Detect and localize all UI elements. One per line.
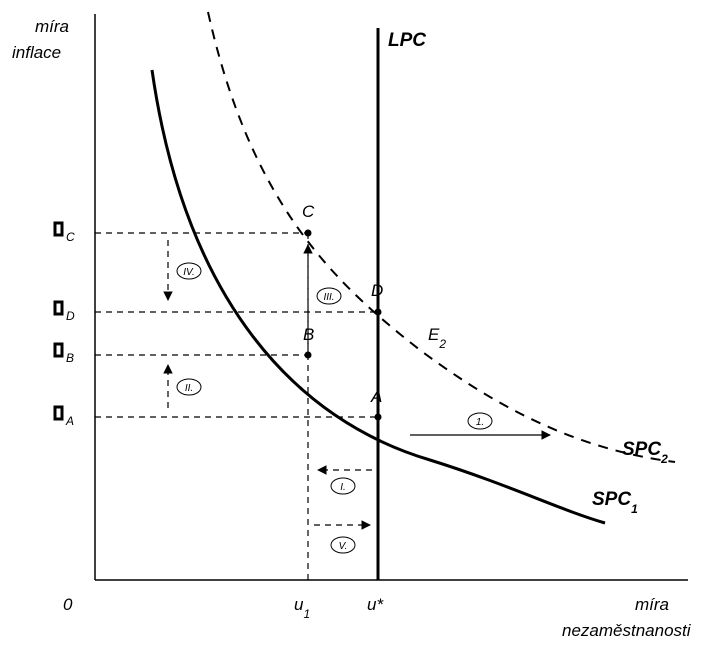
svg-text:I.: I.: [340, 482, 346, 493]
step-marker-IV: IV.: [176, 262, 202, 280]
point-c: [304, 229, 312, 237]
point-c-label: C: [302, 202, 315, 221]
svg-text:V.: V.: [339, 541, 348, 552]
y-tick-d-sub: D: [66, 309, 75, 323]
svg-text:III.: III.: [323, 292, 334, 303]
y-axis-title-line1: míra: [35, 17, 69, 36]
x-axis-title-line2: nezaměstnanosti: [562, 621, 692, 640]
lpc-label: LPC: [388, 30, 426, 51]
pi-b-icon: [53, 342, 64, 358]
e2-label: E2: [428, 325, 446, 351]
point-d-label: D: [371, 281, 383, 300]
step-marker-III: III.: [316, 287, 342, 305]
y-tick-b-sub: B: [66, 351, 74, 365]
point-a-label: A: [370, 387, 382, 406]
step-marker-V: V.: [330, 536, 356, 554]
point-a: [374, 413, 382, 421]
spc1-curve: [150, 69, 606, 525]
x-tick-ustar: u*: [367, 595, 384, 614]
y-axis-title-line2: inflace: [12, 43, 61, 62]
spc1-label: SPC1: [592, 489, 638, 516]
x-axis-title-line1: míra: [635, 595, 669, 614]
pi-a-icon: [53, 405, 64, 421]
y-tick-c-sub: C: [66, 230, 75, 244]
svg-text:IV.: IV.: [183, 267, 194, 278]
spc2-label: SPC2: [622, 439, 668, 466]
step-marker-1: 1.: [467, 412, 493, 430]
origin-label: 0: [63, 595, 73, 614]
pi-d-icon: [53, 300, 64, 316]
step-marker-II: II.: [176, 378, 202, 396]
pi-c-icon: [53, 221, 64, 237]
svg-text:II.: II.: [185, 383, 193, 394]
point-d: [374, 308, 382, 316]
spc2-curve: [207, 11, 676, 463]
y-tick-a-sub: A: [65, 414, 74, 428]
x-tick-u1: u1: [294, 595, 310, 621]
step-marker-I: I.: [330, 477, 356, 495]
guide-lines: [95, 232, 378, 580]
svg-text:1.: 1.: [476, 417, 484, 428]
point-b-label: B: [303, 325, 314, 344]
